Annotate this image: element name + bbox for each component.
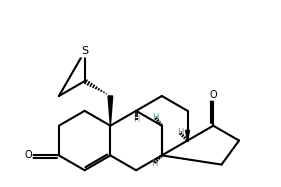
Text: H: H [133, 115, 139, 124]
Polygon shape [186, 130, 189, 141]
Text: S: S [81, 46, 88, 56]
Text: H: H [152, 113, 158, 122]
Text: O: O [24, 150, 32, 160]
Polygon shape [108, 96, 113, 126]
Text: H: H [177, 128, 183, 137]
Text: H: H [151, 159, 157, 168]
Text: O: O [209, 90, 217, 100]
